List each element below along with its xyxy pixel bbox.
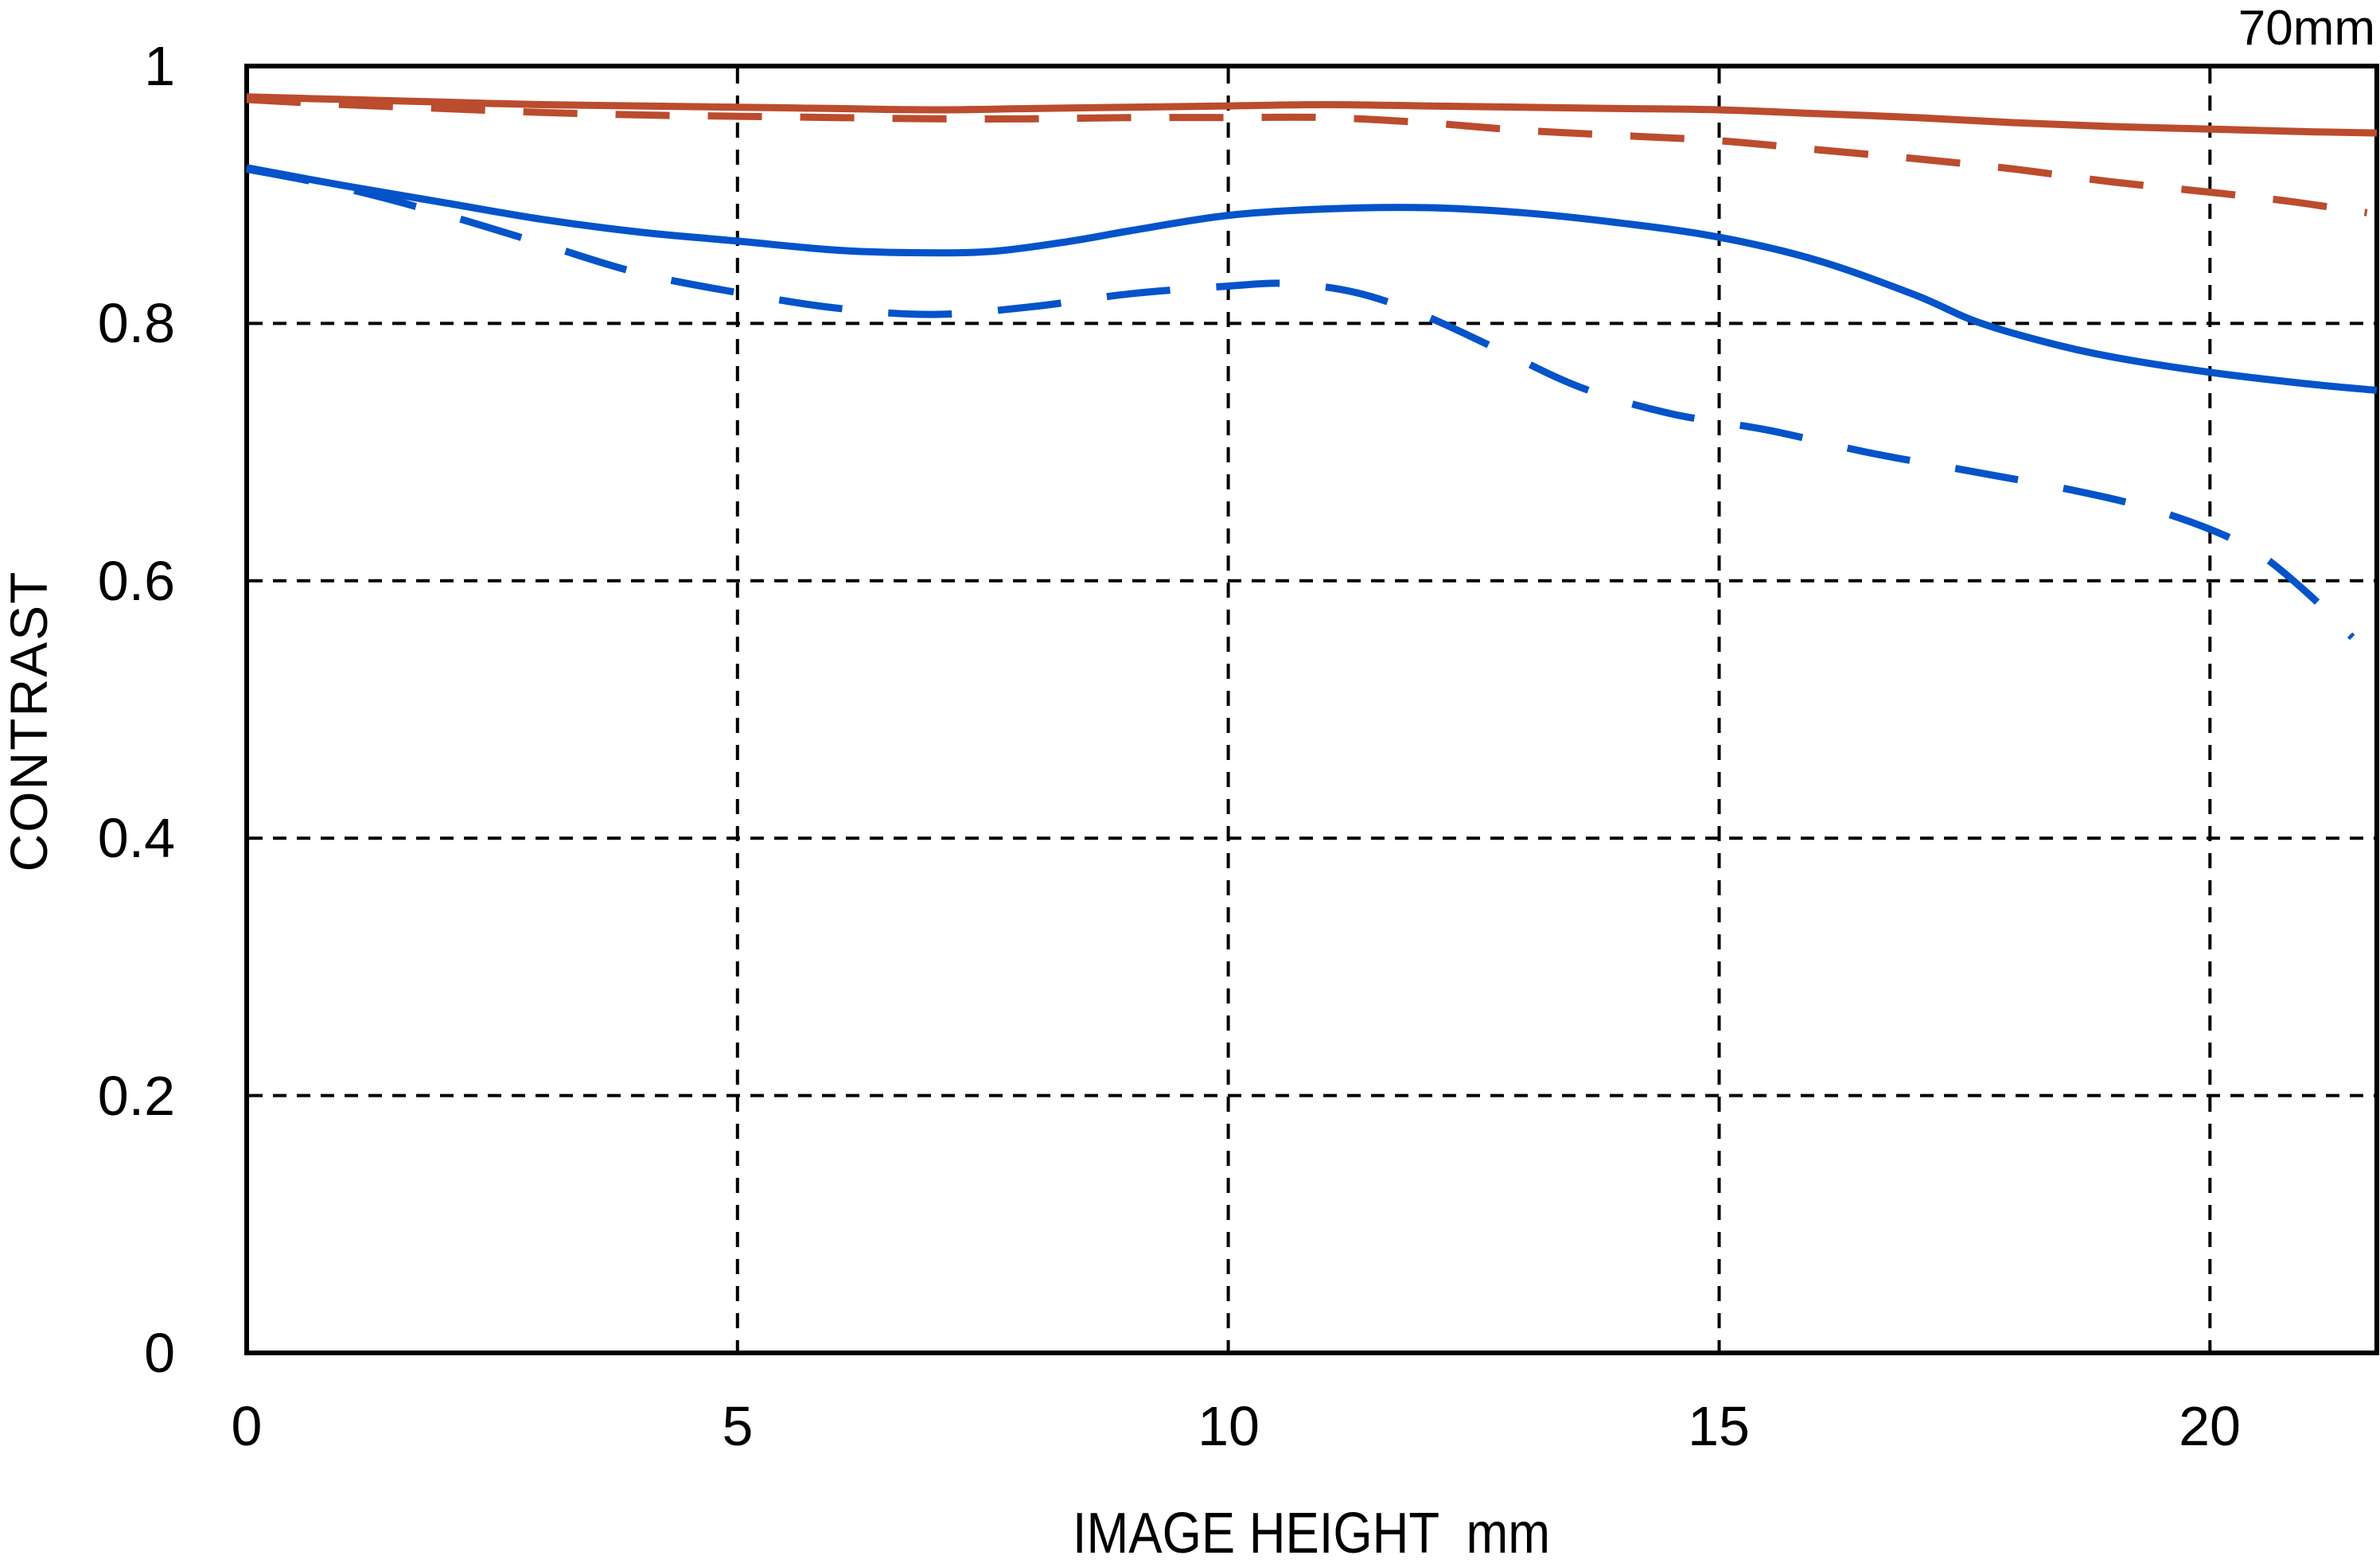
x-axis-tick-label: 0 bbox=[231, 1395, 263, 1457]
focal-length-label: 70mm bbox=[2238, 1, 2375, 56]
series-blue-dashed-curve bbox=[246, 165, 2355, 641]
y-axis-tick-label: 0.8 bbox=[97, 292, 175, 354]
x-axis-tick-label: 5 bbox=[722, 1395, 754, 1457]
x-axis-title: IMAGE HEIGHT mm bbox=[1073, 1505, 1550, 1562]
y-axis-tick-label: 0.2 bbox=[97, 1065, 175, 1127]
y-axis-tick-label: 0.4 bbox=[97, 807, 175, 869]
x-axis-tick-label: 10 bbox=[1198, 1395, 1260, 1457]
y-axis-tick-label: 0.6 bbox=[97, 550, 175, 612]
series-red-solid-curve bbox=[246, 93, 2378, 137]
x-axis-tick-label: 15 bbox=[1688, 1395, 1750, 1457]
series-blue-solid-curve bbox=[246, 164, 2378, 394]
x-axis-tick-label: 20 bbox=[2179, 1395, 2241, 1457]
y-axis-tick-label: 1 bbox=[144, 35, 175, 97]
y-axis-title: CONTRAST bbox=[0, 570, 58, 872]
series-red-dashed-curve bbox=[246, 95, 2368, 216]
plot-border bbox=[244, 64, 2379, 1355]
y-axis-tick-label: 0 bbox=[144, 1322, 175, 1384]
x-axis-unit-label: mm bbox=[1466, 1502, 1551, 1563]
x-axis-title-text: IMAGE HEIGHT bbox=[1072, 1502, 1440, 1563]
